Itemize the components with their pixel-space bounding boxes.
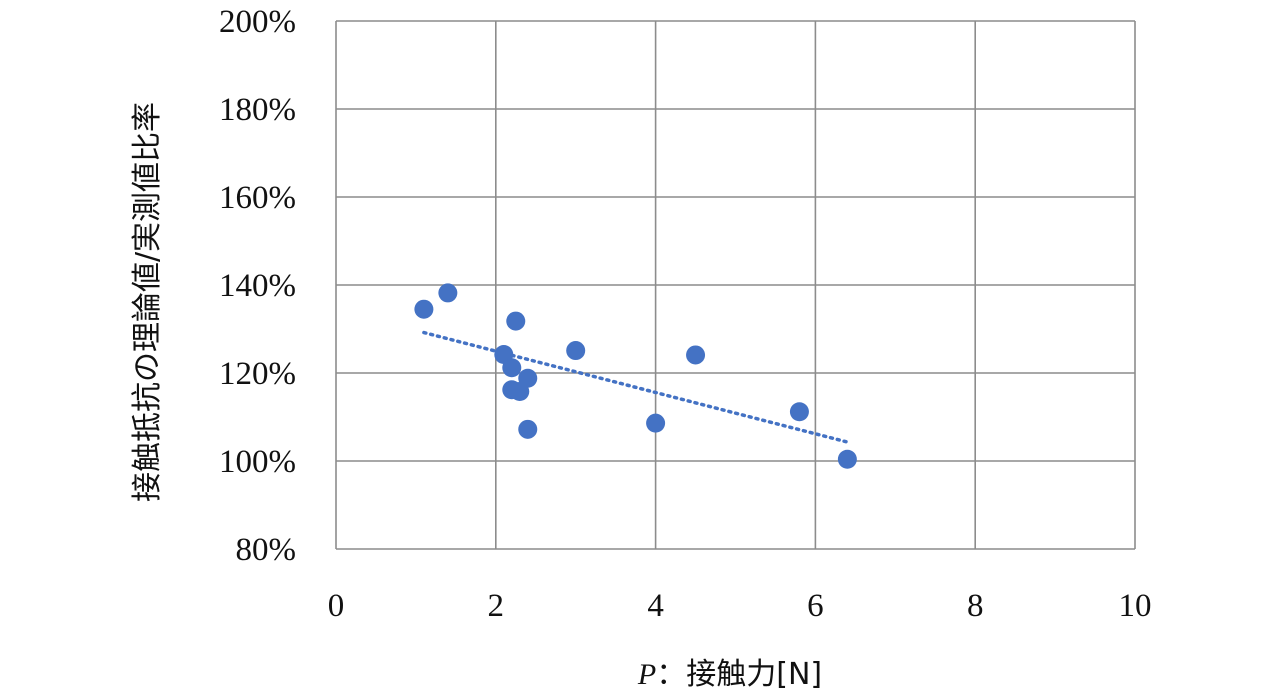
y-tick-label-6: 200% [219,4,296,40]
data-point-12 [789,402,809,422]
y-tick-label-5: 180% [219,92,296,128]
x-tick-label-0: 0 [328,588,345,624]
x-tick-label-1: 2 [488,588,505,624]
y-axis-title: 接触抵抗の理論値/実測値比率 [130,102,165,502]
trendline [422,330,850,444]
data-points [414,283,857,469]
y-tick-label-3: 140% [219,268,296,304]
data-point-13 [837,449,857,469]
x-axis-title: P：接触力[N] [637,657,822,692]
y-tick-label-4: 160% [219,180,296,216]
y-tick-label-1: 100% [219,444,296,480]
x-tick-label-5: 10 [1119,588,1152,624]
data-point-10 [646,413,666,433]
x-tick-label-3: 6 [807,588,824,624]
data-point-5 [506,311,526,331]
x-axis-title-text: ：接触力[N] [656,657,822,692]
trendline-layer [422,330,850,444]
y-tick-label-2: 120% [219,356,296,392]
grid-lines [335,20,1136,550]
x-tick-label-4: 8 [967,588,984,624]
data-point-9 [566,341,586,361]
data-point-1 [438,283,458,303]
x-axis-title-variable: P [637,658,656,691]
x-tick-labels: 0 2 4 6 8 10 [328,588,1152,624]
data-point-11 [686,345,706,365]
data-point-7 [518,368,538,388]
y-tick-label-0: 80% [236,532,297,568]
x-tick-label-2: 4 [647,588,664,624]
data-point-3 [502,358,522,378]
data-point-8 [518,419,538,439]
data-point-0 [414,299,434,319]
y-tick-labels: 80% 100% 120% 140% 160% 180% 200% [219,4,296,568]
